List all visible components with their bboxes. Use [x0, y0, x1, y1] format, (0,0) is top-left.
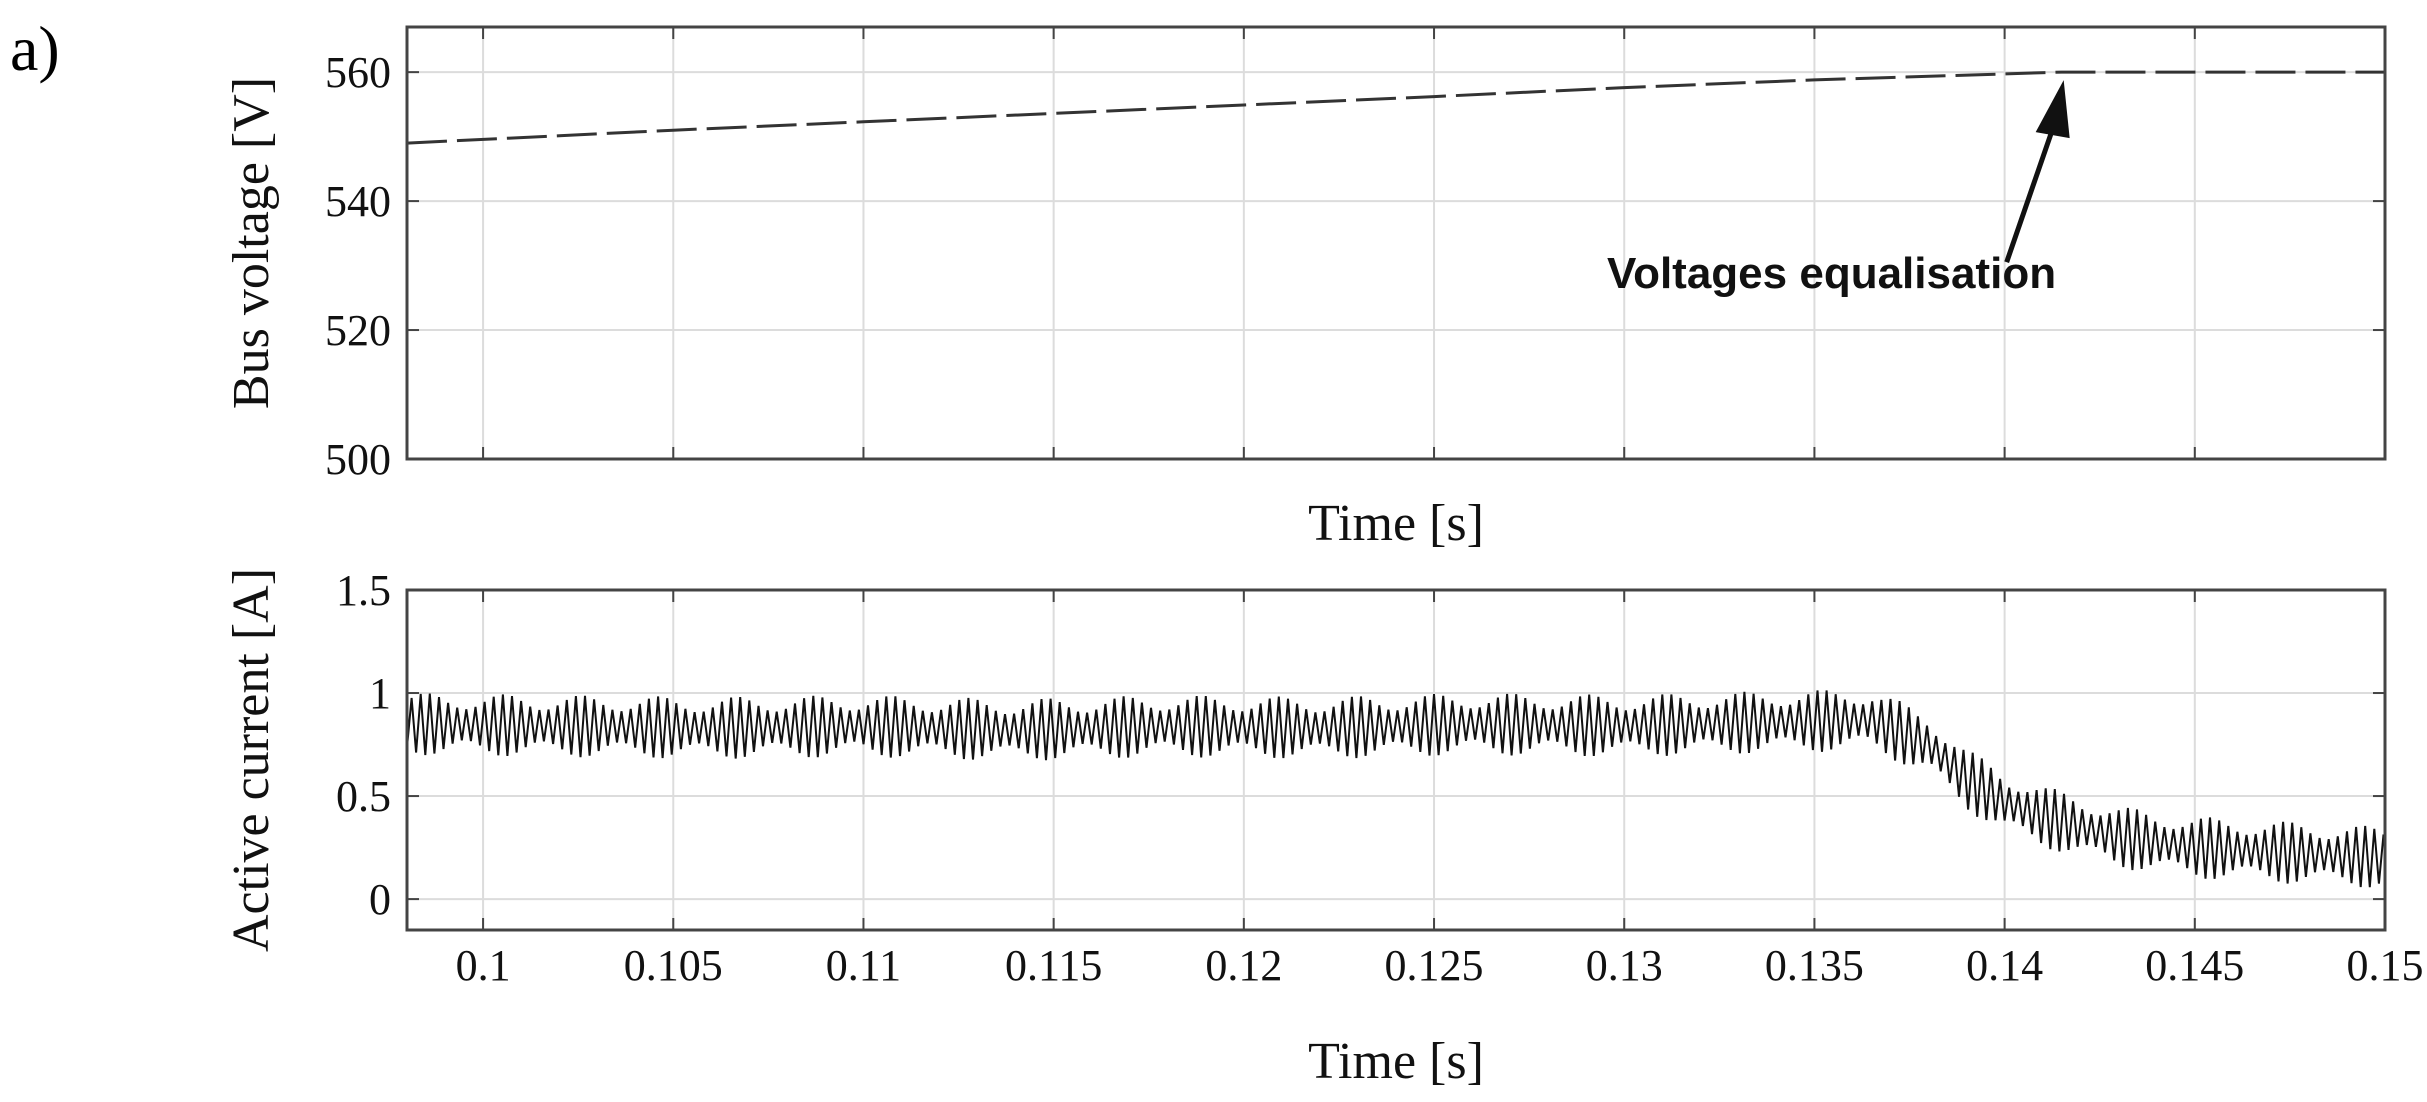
y-tick-label: 0 [369, 875, 391, 924]
y-axis-label: Bus voltage [V] [223, 77, 280, 409]
plot-frame [405, 588, 2387, 932]
y-tick-label: 520 [325, 306, 391, 355]
x-tick-label: 0.125 [1385, 941, 1484, 990]
x-tick-label: 0.105 [624, 941, 723, 990]
y-tick-label: 0.5 [336, 772, 391, 821]
x-axis-label: Time [s] [1308, 495, 1484, 552]
annotation-arrow [2004, 119, 2059, 263]
x-tick-label: 0.145 [2145, 941, 2244, 990]
x-tick-label: 0.135 [1765, 941, 1864, 990]
panel-label: a) [10, 13, 60, 84]
annotation-arrowhead [2035, 80, 2070, 139]
x-tick-label: 0.115 [1005, 941, 1102, 990]
x-tick-label: 0.13 [1586, 941, 1663, 990]
x-tick-label: 0.14 [1966, 941, 2043, 990]
annotation-label: Voltages equalisation [1607, 249, 2056, 298]
active-current-line [407, 690, 2385, 888]
y-axis-label: Active current [A] [223, 568, 280, 952]
active-current-chart: 0 0.5 1 1.5 0.1 0.105 0.11 0.115 0.12 0.125 0.13 0.… [223, 566, 2424, 1090]
bus-voltage-line [407, 70, 2385, 145]
y-tick-label: 500 [325, 435, 391, 484]
x-tick-label: 0.15 [2347, 941, 2424, 990]
x-tick-label: 0.11 [826, 941, 901, 990]
plot-frame [405, 25, 2387, 461]
y-tick-label: 1.5 [336, 566, 391, 615]
x-tick-label: 0.1 [456, 941, 511, 990]
bus-voltage-chart: 500 520 540 560 Time [s] Bus voltage [V] Volta… [223, 25, 2387, 552]
y-tick-label: 1 [369, 669, 391, 718]
y-tick-label: 560 [325, 48, 391, 97]
x-axis-label: Time [s] [1308, 1033, 1484, 1090]
x-tick-label: 0.12 [1205, 941, 1282, 990]
y-tick-label: 540 [325, 177, 391, 226]
